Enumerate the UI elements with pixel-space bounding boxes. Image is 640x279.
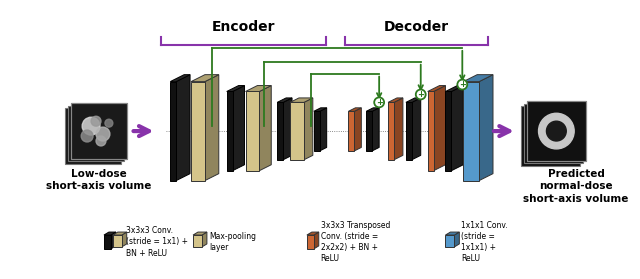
Polygon shape	[366, 111, 372, 151]
Polygon shape	[277, 102, 283, 160]
Polygon shape	[202, 232, 207, 247]
Text: Max-pooling
layer: Max-pooling layer	[209, 232, 256, 252]
Polygon shape	[170, 81, 176, 181]
Polygon shape	[259, 86, 271, 171]
Text: Encoder: Encoder	[212, 20, 275, 34]
Polygon shape	[307, 232, 319, 235]
Polygon shape	[348, 111, 355, 151]
Text: +: +	[376, 98, 383, 107]
Polygon shape	[170, 75, 190, 81]
Polygon shape	[227, 86, 244, 92]
Polygon shape	[434, 86, 445, 171]
Polygon shape	[191, 75, 219, 81]
Circle shape	[96, 136, 106, 146]
Polygon shape	[232, 86, 244, 171]
Polygon shape	[314, 111, 320, 151]
Polygon shape	[191, 81, 205, 181]
Polygon shape	[205, 75, 219, 181]
Polygon shape	[445, 232, 460, 235]
Text: +: +	[417, 90, 424, 99]
Text: Predicted
normal-dose
short-axis volume: Predicted normal-dose short-axis volume	[524, 169, 629, 203]
Polygon shape	[111, 232, 116, 249]
Text: +: +	[459, 80, 466, 89]
Polygon shape	[246, 92, 259, 171]
Polygon shape	[406, 102, 412, 160]
Polygon shape	[406, 98, 420, 102]
Circle shape	[82, 117, 100, 135]
Circle shape	[416, 90, 426, 99]
Polygon shape	[176, 75, 190, 181]
Text: 3x3x3 Transposed
Conv. (stride =
2x2x2) + BN +
ReLU: 3x3x3 Transposed Conv. (stride = 2x2x2) …	[321, 221, 390, 263]
Polygon shape	[463, 75, 493, 81]
Polygon shape	[479, 75, 493, 181]
Circle shape	[374, 97, 384, 107]
Circle shape	[547, 121, 566, 141]
Polygon shape	[372, 108, 379, 151]
Polygon shape	[307, 235, 314, 249]
Polygon shape	[451, 86, 463, 171]
Polygon shape	[445, 92, 451, 171]
Circle shape	[91, 116, 101, 126]
Circle shape	[538, 113, 574, 149]
Circle shape	[105, 119, 113, 127]
Circle shape	[96, 127, 110, 141]
Polygon shape	[227, 92, 232, 171]
Polygon shape	[314, 232, 319, 249]
Text: Low-dose
short-axis volume: Low-dose short-axis volume	[46, 169, 152, 191]
Polygon shape	[320, 108, 326, 151]
Polygon shape	[445, 235, 454, 247]
Polygon shape	[304, 98, 313, 160]
Polygon shape	[104, 235, 111, 249]
Polygon shape	[521, 106, 580, 166]
Circle shape	[458, 80, 467, 90]
Polygon shape	[71, 103, 127, 159]
Polygon shape	[454, 232, 460, 247]
Polygon shape	[283, 98, 292, 160]
Polygon shape	[412, 98, 420, 160]
Polygon shape	[290, 98, 313, 102]
Polygon shape	[524, 104, 583, 163]
Polygon shape	[445, 86, 463, 92]
Polygon shape	[122, 232, 127, 247]
Polygon shape	[277, 98, 292, 102]
Polygon shape	[104, 232, 116, 235]
Text: 3x3x3 Conv.
(stride = 1x1) +
BN + ReLU: 3x3x3 Conv. (stride = 1x1) + BN + ReLU	[125, 226, 188, 258]
Polygon shape	[463, 81, 479, 181]
Circle shape	[81, 130, 93, 142]
Polygon shape	[290, 102, 304, 160]
Polygon shape	[527, 101, 586, 161]
Polygon shape	[348, 108, 362, 111]
Polygon shape	[193, 232, 207, 235]
Polygon shape	[246, 86, 271, 92]
Polygon shape	[193, 235, 202, 247]
Polygon shape	[428, 92, 434, 171]
Text: Decoder: Decoder	[384, 20, 449, 34]
Polygon shape	[113, 235, 122, 247]
Polygon shape	[388, 102, 394, 160]
Polygon shape	[68, 106, 124, 161]
Polygon shape	[314, 108, 326, 111]
Text: 1x1x1 Conv.
(stride =
1x1x1) +
ReLU: 1x1x1 Conv. (stride = 1x1x1) + ReLU	[461, 221, 508, 263]
Polygon shape	[113, 232, 127, 235]
Polygon shape	[428, 86, 445, 92]
Polygon shape	[388, 98, 403, 102]
Polygon shape	[355, 108, 362, 151]
Polygon shape	[366, 108, 379, 111]
Polygon shape	[65, 108, 121, 164]
Polygon shape	[394, 98, 403, 160]
